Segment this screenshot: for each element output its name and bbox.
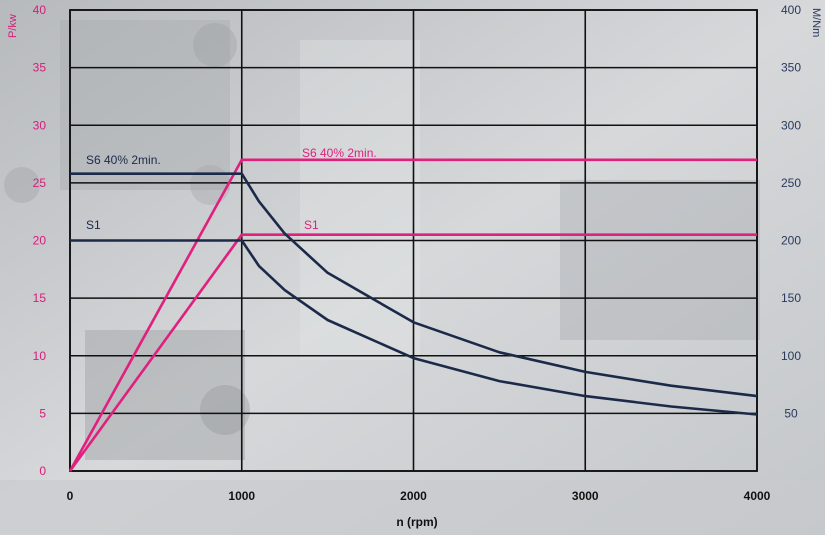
left-axis-ticks: 0 5 10 15 20 25 30 35 40 [33,3,47,478]
y-right-tick-label: 150 [781,291,801,305]
x-tick-label: 2000 [400,489,427,503]
y-right-tick-label: 400 [781,3,801,17]
power-curve-s1 [68,233,757,472]
x-tick-label: 0 [67,489,74,503]
y-left-tick-label: 25 [33,176,47,190]
y-left-tick-label: 20 [33,234,47,248]
y-left-tick-label: 15 [33,291,47,305]
y-right-tick-label: 200 [781,234,801,248]
series-lines [68,158,758,472]
label-torque-s6: S6 40% 2min. [86,153,161,167]
label-torque-s1: S1 [86,218,101,232]
label-power-s6: S6 40% 2min. [302,146,377,160]
torque-curve-s6 [70,172,758,398]
y-left-tick-label: 40 [33,3,47,17]
torque-curve-s1 [70,239,758,416]
y-right-tick-label: 100 [781,349,801,363]
y-left-tick-label: 35 [33,61,47,75]
curve-labels: S6 40% 2min. S1 S6 40% 2min. S1 [86,146,377,232]
y-axis-label-left: P/kw [7,14,19,38]
y-right-tick-label: 50 [784,406,798,420]
y-left-tick-label: 5 [39,406,46,420]
x-tick-label: 3000 [572,489,599,503]
x-axis-ticks: 0 1000 2000 3000 4000 [67,489,771,503]
label-power-s1: S1 [304,218,319,232]
power-curve-s6 [68,158,757,472]
y-right-tick-label: 350 [781,61,801,75]
y-right-tick-label: 250 [781,176,801,190]
x-tick-label: 1000 [228,489,255,503]
y-left-tick-label: 0 [39,464,46,478]
y-right-tick-label: 300 [781,118,801,132]
right-axis-ticks: 50 100 150 200 250 300 350 400 [781,3,801,420]
y-axis-label-right: M/Nm [810,8,822,37]
y-left-tick-label: 10 [33,349,47,363]
y-left-tick-label: 30 [33,118,47,132]
x-axis-label: n (rpm) [396,515,437,529]
x-tick-label: 4000 [744,489,771,503]
